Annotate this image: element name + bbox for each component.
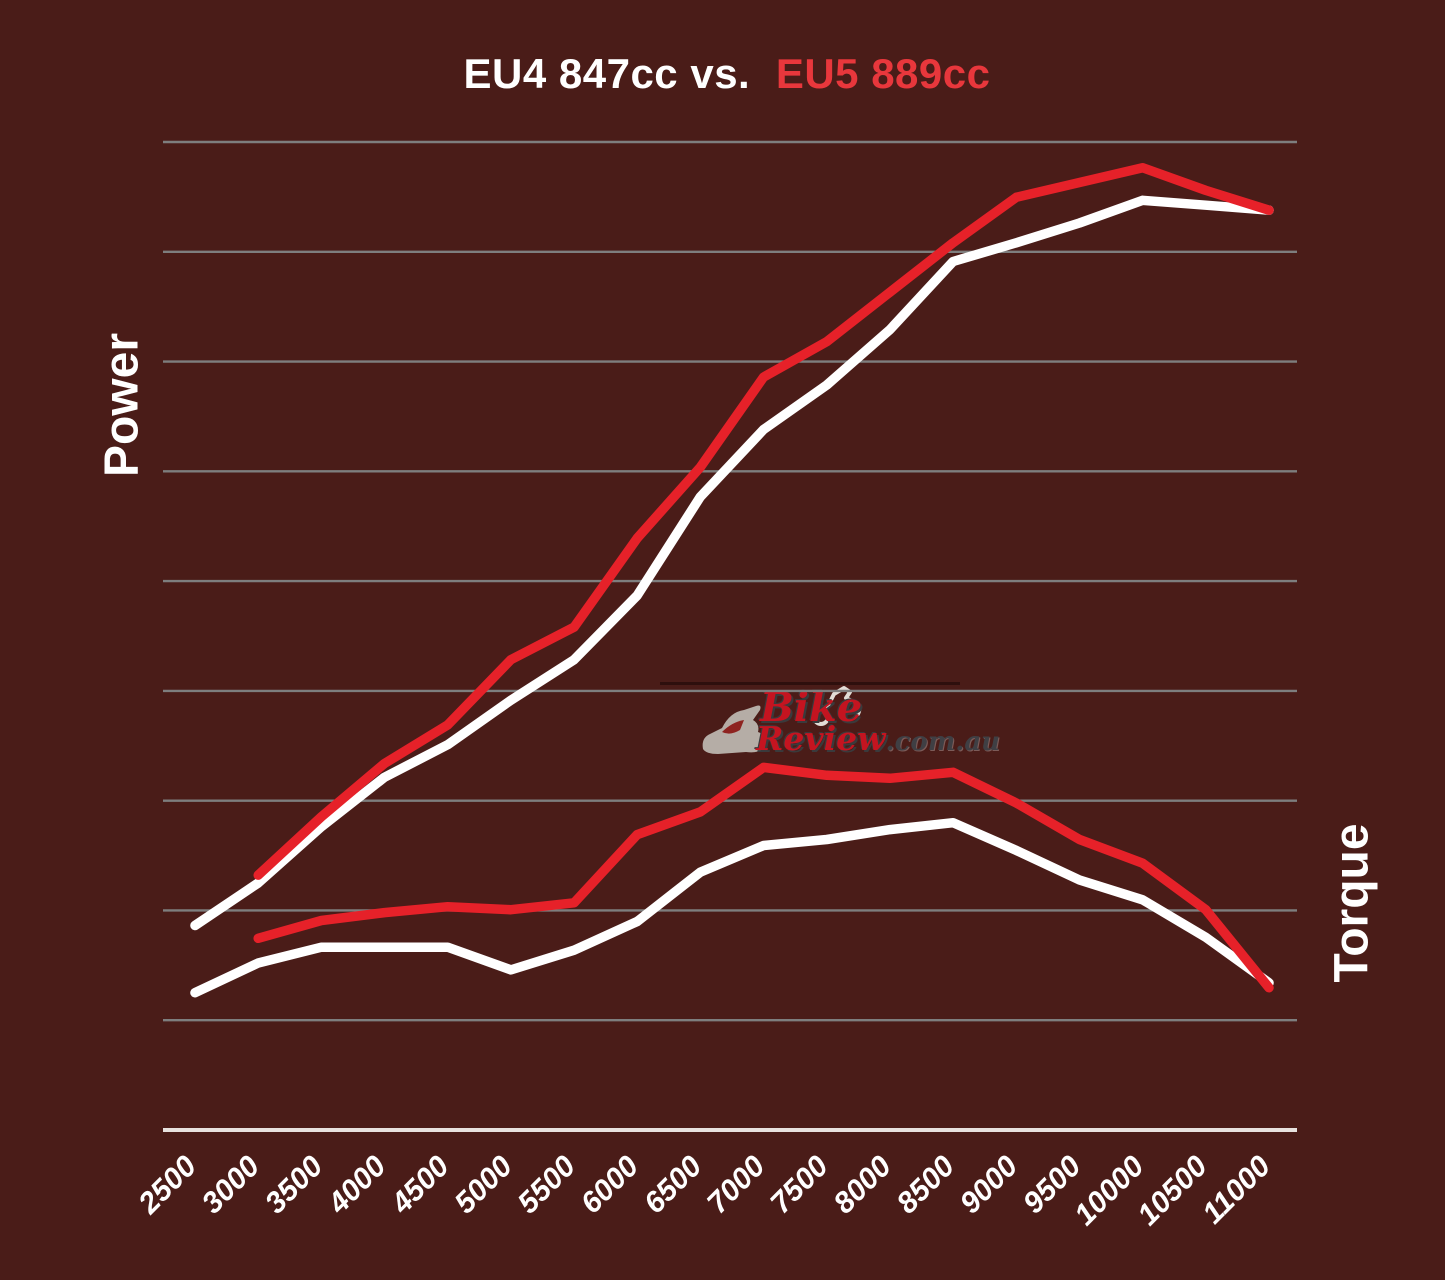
chart-title-eu5: EU5 889cc [775,50,991,97]
watermark: Bike Review.com.au [660,672,1000,767]
eu5-power-line [253,162,1274,880]
eu4-power-line [190,195,1274,931]
x-tick-label: 8000 [827,1149,898,1220]
x-tick-label: 5500 [512,1149,583,1220]
x-tick-label: 10500 [1131,1149,1214,1232]
x-tick-label: 10000 [1068,1149,1151,1232]
watermark-streak [660,682,960,685]
watermark-line1: Bike [760,688,862,728]
x-tick-label: 4500 [384,1149,455,1220]
watermark-domain-text: .com.au [885,727,1001,757]
x-tick-label: 6500 [638,1149,709,1220]
x-tick-label: 3000 [196,1149,267,1220]
eu5-torque-line [253,762,1274,993]
watermark-review-text: Review [756,719,886,758]
watermark-bike-text: Bike [760,684,863,731]
x-tick-label: 2500 [132,1149,203,1220]
x-tick-label: 11000 [1196,1149,1277,1230]
eu4-torque-line [190,817,1274,998]
x-tick-label: 7000 [701,1149,772,1220]
x-tick-label: 7500 [764,1149,835,1220]
sportbike-silhouette-icon [702,705,767,754]
x-tick-label: 8500 [891,1149,962,1220]
watermark-line2: Review.com.au [756,722,1000,757]
x-tick-label: 9000 [954,1149,1025,1220]
chart-title-eu4: EU4 847cc vs. [463,50,751,97]
chart-title: EU4 847cc vs. EU5 889cc [464,50,991,98]
x-tick-label: 3500 [259,1149,330,1220]
x-tick-label: 4000 [321,1149,392,1220]
x-tick-label: 5000 [448,1149,519,1220]
x-tick-label: 6000 [575,1149,646,1220]
